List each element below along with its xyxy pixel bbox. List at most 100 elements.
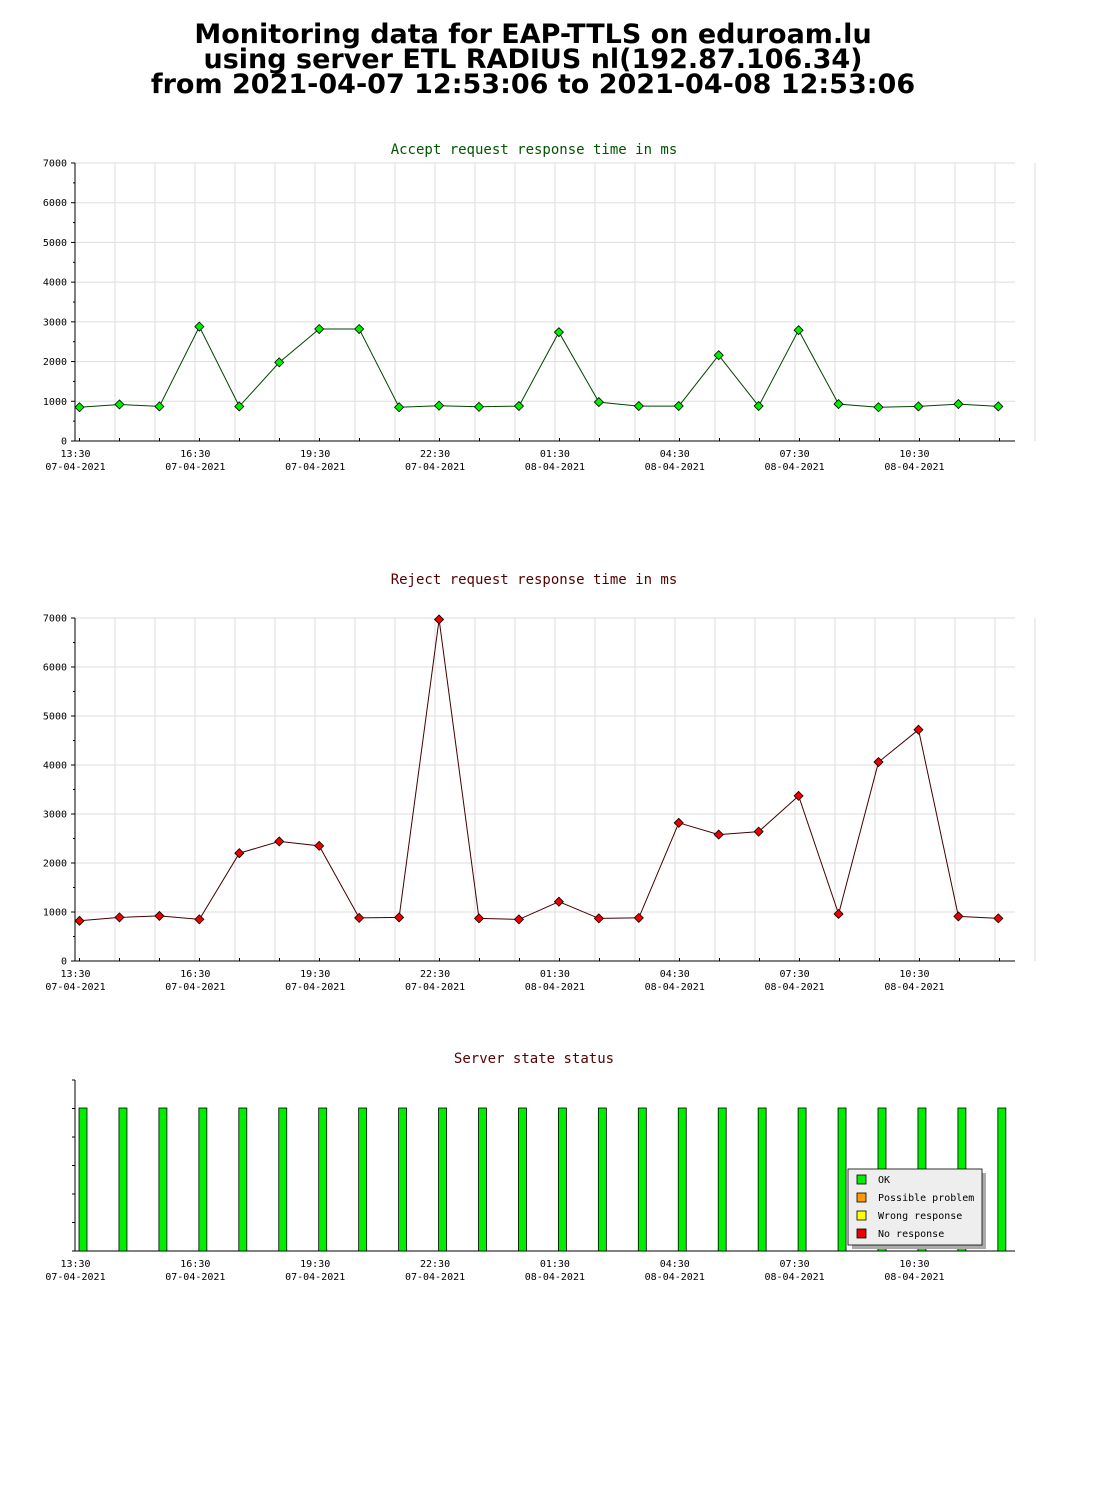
status-chart-x-tick-date: 07-04-2021: [285, 1272, 345, 1283]
reject-chart-y-tick-label: 0: [61, 957, 67, 968]
accept-chart-point: [314, 323, 325, 335]
accept-chart-x-tick-date: 08-04-2021: [764, 462, 824, 473]
accept-chart-point: [553, 327, 564, 338]
status-bar: [518, 1107, 527, 1252]
reject-chart-point: [114, 912, 125, 923]
heading-line-1: Monitoring data for EAP-TTLS on eduroam.…: [194, 19, 872, 50]
accept-chart-x-tick-date: 07-04-2021: [285, 462, 345, 473]
accept-chart-point: [114, 399, 125, 410]
status-chart-x-tick-date: 07-04-2021: [165, 1272, 225, 1283]
accept-chart-point: [713, 350, 724, 361]
heading-line-3: from 2021-04-07 12:53:06 to 2021-04-08 1…: [150, 69, 916, 100]
status-bar: [438, 1107, 447, 1252]
status-chart-x-tick-time: 19:30: [300, 1259, 330, 1270]
status-chart-x-tick-time: 13:30: [60, 1259, 90, 1270]
status-legend: OK Possible problem Wrong response No respo…: [847, 1168, 986, 1249]
reject-chart-x-tick-time: 07:30: [780, 969, 810, 980]
accept-chart-point: [74, 402, 85, 413]
reject-chart-y-tick-label: 7000: [43, 614, 67, 625]
reject-chart-point: [993, 913, 1004, 924]
status-bar: [318, 1107, 328, 1252]
accept-chart-x-tick-time: 16:30: [180, 449, 210, 460]
accept-chart-series-line: [79, 325, 999, 408]
reject-chart-y-tick-label: 6000: [43, 663, 67, 674]
accept-chart-x-tick-date: 07-04-2021: [45, 462, 105, 473]
status-bar: [757, 1107, 767, 1252]
reject-chart-x-tick-date: 08-04-2021: [645, 982, 705, 993]
reject-chart-x-tick-date: 08-04-2021: [884, 982, 944, 993]
reject-chart-y-tick-label: 3000: [43, 810, 67, 821]
reject-chart-point: [314, 840, 325, 851]
accept-chart-title: Accept request response time in ms: [391, 142, 678, 158]
accept-chart-x-tick-date: 08-04-2021: [884, 462, 944, 473]
accept-chart-y-tick-label: 7000: [43, 159, 67, 170]
reject-chart-x-tick-date: 07-04-2021: [165, 982, 225, 993]
reject-chart-point: [633, 912, 644, 923]
status-chart-x-tick-date: 08-04-2021: [645, 1272, 705, 1283]
status-chart-x-tick-time: 10:30: [899, 1259, 929, 1270]
status-legend-box: [847, 1168, 983, 1246]
status-bar: [797, 1107, 807, 1252]
accept-chart-point: [993, 401, 1004, 412]
accept-chart-x-tick-date: 08-04-2021: [645, 462, 705, 473]
status-chart-x-tick-date: 08-04-2021: [764, 1272, 824, 1283]
reject-chart-point: [753, 826, 764, 837]
status-bar: [398, 1107, 408, 1252]
accept-chart-point: [274, 357, 285, 368]
reject-chart-x-tick-time: 04:30: [660, 969, 690, 980]
accept-chart-x-tick-time: 22:30: [420, 449, 450, 460]
reject-chart-point: [433, 614, 445, 625]
reject-chart-x-tick-date: 08-04-2021: [764, 982, 824, 993]
status-legend-label: Wrong response: [878, 1211, 962, 1222]
accept-chart-point: [473, 401, 485, 412]
accept-chart-point: [593, 397, 604, 408]
reject-chart-point: [74, 915, 85, 926]
reject-chart-point: [593, 913, 604, 924]
status-chart-x-tick-time: 07:30: [780, 1259, 810, 1270]
accept-chart-y-tick-label: 3000: [43, 317, 67, 328]
status-bar: [997, 1107, 1007, 1252]
reject-chart-x-tick-date: 07-04-2021: [45, 982, 105, 993]
status-chart-x-tick-time: 22:30: [420, 1259, 450, 1270]
reject-chart-point: [713, 829, 724, 840]
reject-chart-x-tick-date: 07-04-2021: [405, 982, 465, 993]
reject-chart-x-tick-time: 22:30: [420, 969, 450, 980]
accept-chart-point: [194, 321, 205, 332]
status-legend-swatch: [856, 1228, 867, 1239]
status-bar: [837, 1107, 847, 1252]
status-bar: [637, 1107, 647, 1252]
accept-chart-y-tick-label: 5000: [43, 238, 67, 249]
accept-chart-point: [913, 401, 924, 412]
reject-chart-y-tick-label: 5000: [43, 712, 67, 723]
accept-chart-y-tick-label: 0: [61, 437, 67, 448]
accept-chart-point: [234, 401, 245, 412]
accept-chart-x-tick-time: 10:30: [899, 449, 929, 460]
reject-chart-x-tick-time: 19:30: [300, 969, 330, 980]
reject-chart-x-tick-time: 16:30: [180, 969, 210, 980]
status-bar: [78, 1107, 88, 1252]
reject-chart-series-line: [79, 619, 999, 922]
reject-chart-point: [154, 910, 165, 921]
accept-chart-x-tick-date: 07-04-2021: [405, 462, 465, 473]
status-legend-label: No response: [878, 1229, 944, 1240]
accept-chart-point: [833, 399, 844, 410]
accept-chart-point: [513, 400, 525, 412]
accept-chart-x-tick-date: 07-04-2021: [165, 462, 225, 473]
accept-chart-y-tick-label: 2000: [43, 357, 67, 368]
status-chart-x-tick-date: 07-04-2021: [45, 1272, 105, 1283]
accept-chart-point: [154, 401, 165, 412]
status-chart-x-tick-time: 04:30: [660, 1259, 690, 1270]
page-heading: Monitoring data for EAP-TTLS on eduroam.…: [0, 19, 1066, 100]
status-bar: [677, 1107, 687, 1252]
accept-chart-x-tick-time: 13:30: [60, 449, 90, 460]
accept-chart-x-tick-date: 08-04-2021: [525, 462, 585, 473]
status-bar: [278, 1107, 288, 1252]
reject-chart-x-tick-time: 13:30: [60, 969, 90, 980]
status-bar: [558, 1107, 567, 1252]
heading-line-2: using server ETL RADIUS nl(192.87.106.34…: [203, 44, 863, 75]
accept-chart-x-tick-time: 07:30: [780, 449, 810, 460]
reject-chart-point: [833, 908, 844, 920]
accept-chart-x-tick-time: 04:30: [660, 449, 690, 460]
status-legend-swatch: [856, 1192, 867, 1203]
